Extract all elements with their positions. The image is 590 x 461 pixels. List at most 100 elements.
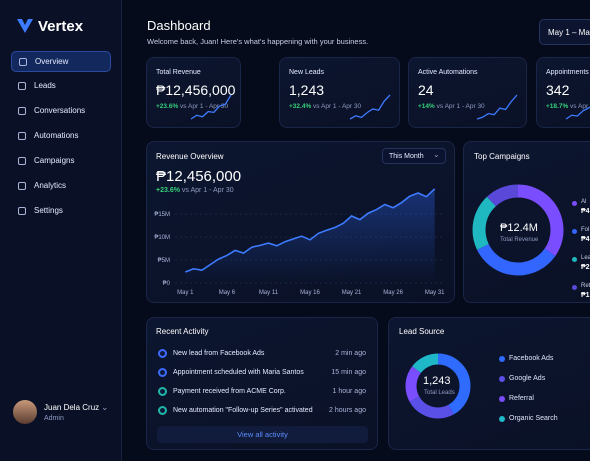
kpi-label: Total Revenue (156, 69, 201, 76)
sparkline (476, 94, 518, 120)
kpi-value: 342 (546, 82, 570, 98)
sparkline (349, 94, 391, 120)
legend-dot (499, 356, 505, 362)
nav-label[interactable]: Settings (34, 206, 63, 215)
card-title: Top Campaigns (474, 152, 530, 161)
nav-label[interactable]: Overview (35, 57, 69, 66)
view-all-button[interactable]: View all activity (157, 426, 368, 443)
legend-dot (499, 376, 505, 382)
legend-name: Fol (581, 227, 590, 233)
activity-text: Appointment scheduled with Maria Santos (173, 369, 304, 376)
center-value: 1,243 (423, 375, 451, 387)
legend-dot (572, 285, 577, 290)
donut-slice (405, 353, 471, 419)
activity-text: Payment received from ACME Corp. (173, 388, 286, 395)
donut-slice (405, 353, 471, 419)
kpi-card: Appointments 342 +18.7% vs Apr 1 - Apr 30 (536, 57, 590, 128)
change: +18.7% (546, 103, 569, 110)
x-tick-label: May 26 (383, 290, 403, 296)
activity-icon (158, 349, 167, 358)
nav-label[interactable]: Automations (34, 131, 79, 140)
legend-name: Lea (581, 255, 590, 261)
legend-name: Google Ads (509, 375, 546, 382)
activity-card: Recent Activity New lead from Facebook A… (146, 317, 378, 450)
legend-name: Al (581, 199, 587, 205)
brand: Vertex (38, 18, 84, 35)
center-value: ₱12.4M (500, 222, 538, 234)
date-range[interactable]: May 1 – May (548, 28, 590, 37)
user-name[interactable]: Juan Dela Cruz (44, 403, 100, 412)
revenue-value: ₱12,456,000 (156, 168, 242, 185)
legend-amount: ₱4 (581, 208, 590, 215)
activity-time: 15 min ago (331, 369, 366, 376)
filter-dropdown[interactable]: This Month ⌄ (382, 148, 446, 164)
legend-amount: ₱4 (581, 236, 590, 243)
kpi-value: 24 (418, 82, 434, 98)
legend-amount: ₱2 (581, 264, 590, 271)
legend-amount: ₱1 (581, 292, 590, 299)
nav-item[interactable]: Overview (11, 51, 111, 72)
center-label: Total Leads (424, 390, 455, 396)
card-title: Recent Activity (156, 327, 209, 336)
nav-item[interactable]: Analytics (11, 176, 111, 197)
nav-label[interactable]: Analytics (34, 181, 67, 190)
nav-item[interactable]: Automations (11, 126, 111, 147)
center-label: Total Revenue (500, 237, 539, 243)
nav-label[interactable]: Leads (34, 81, 56, 90)
activity-icon (158, 368, 167, 377)
legend-dot (572, 201, 577, 206)
user-chevron[interactable]: ⌄ (101, 402, 109, 412)
nav-item[interactable]: Campaigns (11, 151, 111, 172)
x-tick-label: May 6 (219, 290, 236, 296)
filter-chevron[interactable]: ⌄ (433, 150, 440, 159)
nav-icon[interactable] (18, 182, 26, 190)
card-title: Lead Source (399, 327, 445, 336)
nav-item[interactable]: Leads (11, 76, 111, 97)
period: vs Apr 1 - Apr 30 (570, 103, 590, 110)
nav-label[interactable]: Campaigns (34, 156, 75, 165)
kpi-change-row: +32.4% vs Apr 1 - Apr 30 (289, 103, 361, 110)
kpi-value: ₱12,456,000 (156, 82, 236, 98)
kpi-label: Appointments (546, 69, 589, 76)
sparkline (190, 94, 232, 120)
change: +14% (418, 103, 435, 110)
revenue-line (185, 188, 436, 273)
revenue-area (185, 188, 435, 283)
x-tick-label: May 16 (300, 290, 320, 296)
nav-icon[interactable] (18, 132, 26, 140)
donut-slice (405, 353, 471, 419)
donut-slice (472, 184, 564, 276)
y-tick-label: ₱15M (154, 212, 170, 218)
legend-name: Organic Search (509, 415, 558, 422)
sidebar: Vertex Overview Leads Conversations Automat… (0, 0, 122, 461)
nav-label[interactable]: Conversations (34, 106, 86, 115)
activity-time: 1 hour ago (332, 388, 366, 395)
kpi-change-row: +23.6% vs Apr 1 - Apr 30 (156, 103, 228, 110)
legend-dot (572, 257, 577, 262)
activity-time: 2 min ago (335, 350, 366, 357)
nav-item[interactable]: Settings (11, 201, 111, 222)
nav-icon[interactable] (18, 82, 26, 90)
donut-slice (472, 184, 564, 276)
x-tick-label: May 11 (259, 290, 279, 296)
filter-label[interactable]: This Month (389, 153, 424, 160)
nav-item[interactable]: Conversations (11, 101, 111, 122)
date-range-button[interactable]: May 1 – May (539, 19, 590, 45)
logo-icon (17, 19, 33, 33)
legend-dot (499, 396, 505, 402)
y-tick-label: ₱5M (158, 258, 170, 264)
kpi-label: Active Automations (418, 69, 478, 76)
activity-icon (158, 387, 167, 396)
nav-icon[interactable] (19, 58, 27, 66)
avatar[interactable] (13, 400, 37, 424)
legend-name: Facebook Ads (509, 355, 554, 362)
page-subtitle: Welcome back, Juan! Here's what's happen… (147, 37, 369, 46)
nav-icon[interactable] (18, 107, 26, 115)
activity-text: New lead from Facebook Ads (173, 350, 265, 357)
kpi-card: Active Automations 24 +14% vs Apr 1 - Apr … (408, 57, 527, 128)
nav-icon[interactable] (18, 207, 26, 215)
activity-time: 2 hours ago (329, 407, 366, 414)
nav-icon[interactable] (18, 157, 26, 165)
card-title: Revenue Overview (156, 152, 224, 161)
